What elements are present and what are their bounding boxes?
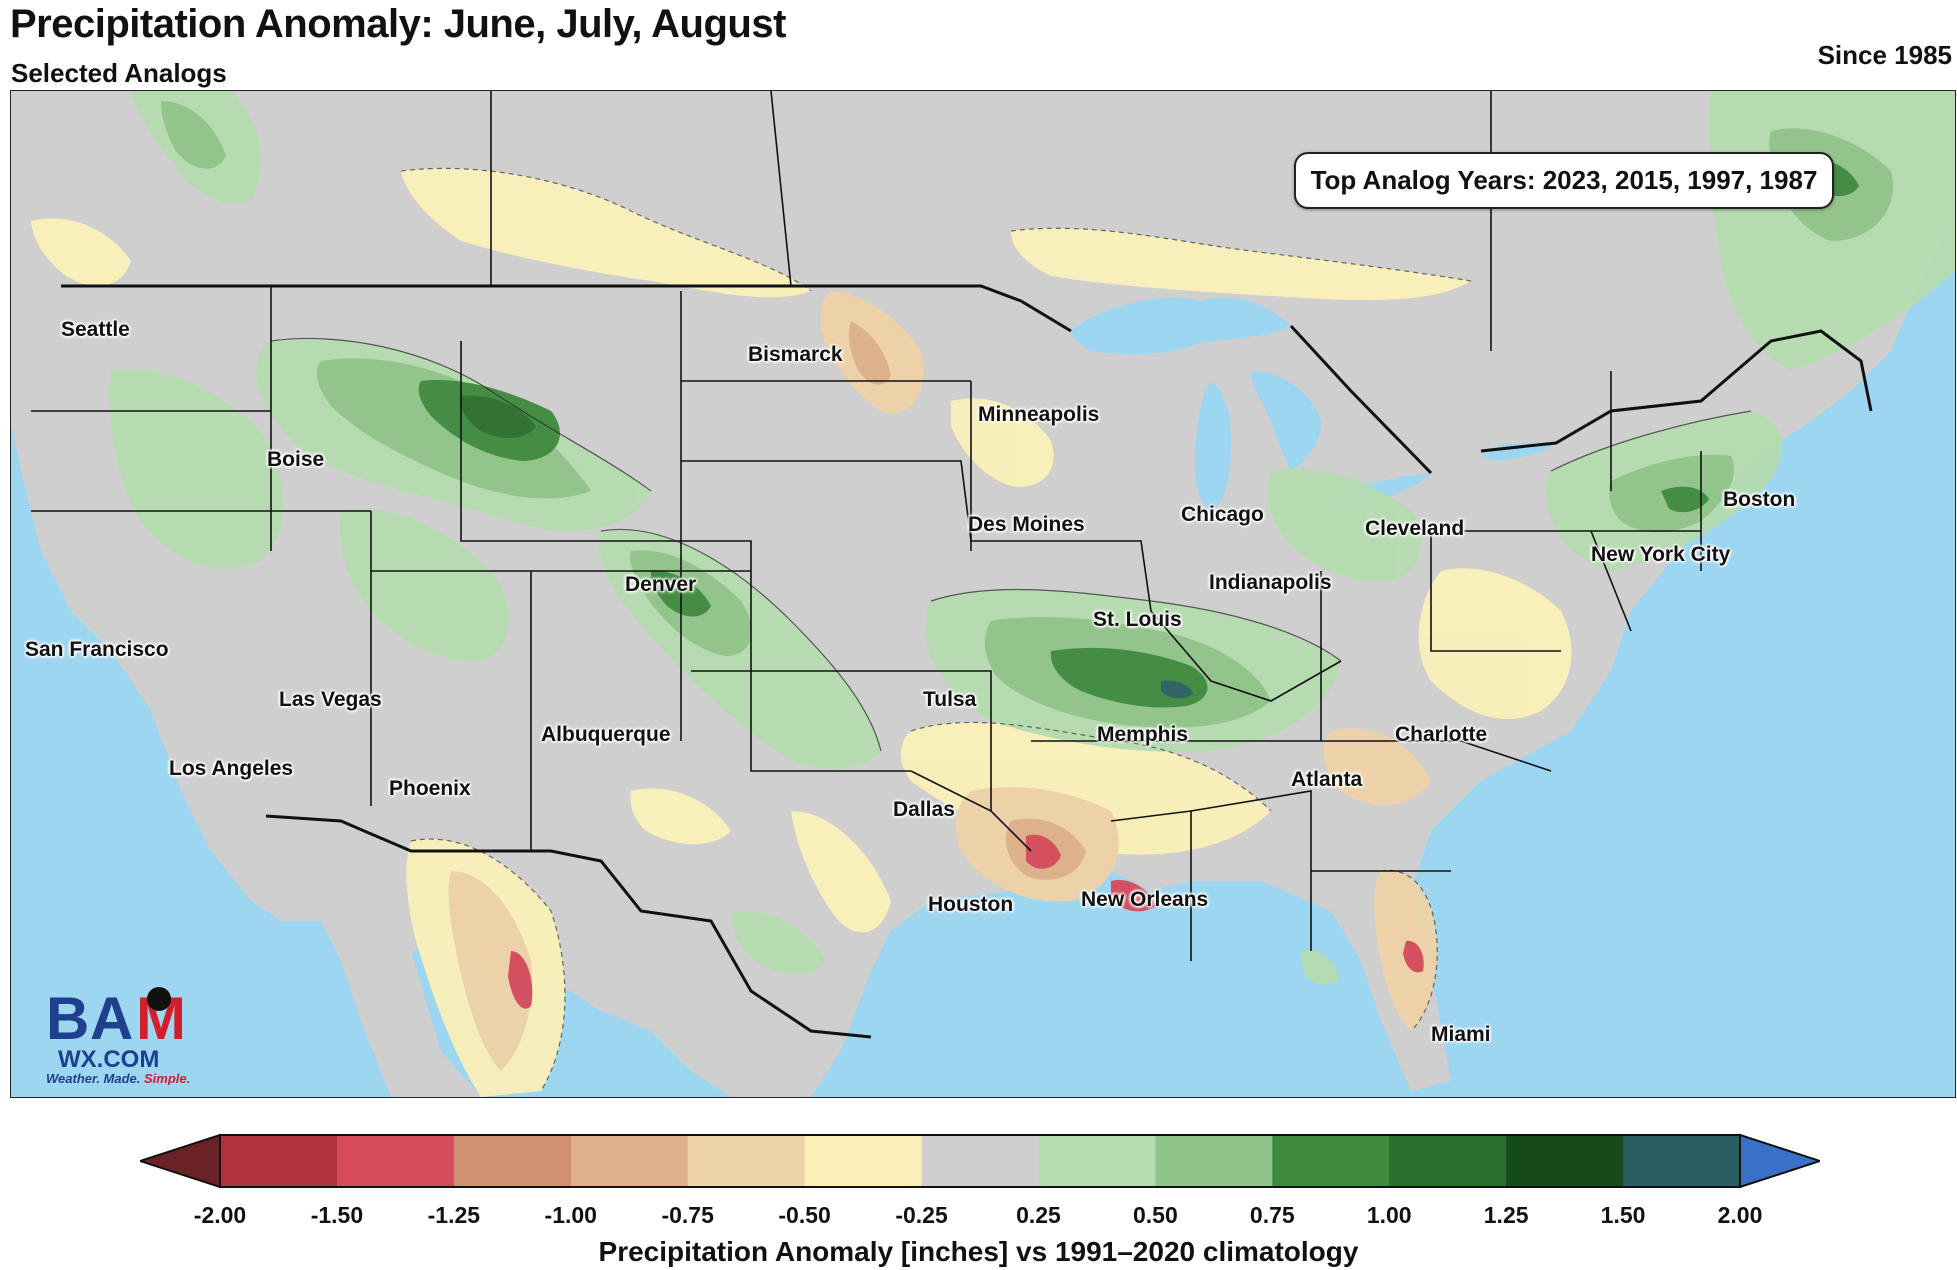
city-label-bismarck: Bismarck xyxy=(748,343,843,366)
political-borders xyxy=(31,91,1873,1039)
logo-tagline: Weather. Made. Simple. xyxy=(46,1071,190,1085)
map-title: Precipitation Anomaly: June, July, Augus… xyxy=(10,2,786,46)
city-label-st-louis: St. Louis xyxy=(1093,608,1182,631)
colorbar-segment xyxy=(453,1135,572,1187)
colorbar xyxy=(140,1133,1820,1189)
city-label-chicago: Chicago xyxy=(1181,503,1264,526)
city-label-phoenix: Phoenix xyxy=(389,777,471,800)
logo-domain: WX.COM xyxy=(58,1046,159,1073)
colorbar-over-triangle xyxy=(1739,1133,1820,1189)
colorbar-segment xyxy=(1506,1135,1624,1187)
colorbar-tick-label: -0.50 xyxy=(778,1202,831,1228)
colorbar-tick-label: -0.75 xyxy=(661,1202,714,1228)
colorbar-under-triangle xyxy=(140,1133,221,1189)
colorbar-tick-label: -1.00 xyxy=(544,1202,597,1228)
solid-contours xyxy=(270,337,1752,752)
colorbar-segment xyxy=(1272,1135,1390,1187)
city-label-boise: Boise xyxy=(267,448,325,471)
city-label-minneapolis: Minneapolis xyxy=(978,403,1100,426)
lake-ontario xyxy=(1481,442,1556,461)
city-label-memphis: Memphis xyxy=(1097,723,1189,746)
logo-b: B xyxy=(46,985,89,1052)
colorbar-tick-label: 0.50 xyxy=(1132,1202,1178,1228)
colorbar-segment xyxy=(687,1135,806,1187)
city-label-new-orleans: New Orleans xyxy=(1081,888,1209,911)
colorbar-tick-label: -1.25 xyxy=(427,1202,481,1228)
city-label-seattle: Seattle xyxy=(61,318,130,341)
precipitation-map: Top Analog Years: 2023, 2015, 1997, 1987… xyxy=(10,90,1956,1098)
colorbar-tick-label: 0.75 xyxy=(1249,1202,1295,1228)
colorbar-tick-label: 1.00 xyxy=(1366,1202,1412,1228)
colorbar-label: Precipitation Anomaly [inches] vs 1991–2… xyxy=(598,1236,1359,1267)
colorbar-segment xyxy=(1389,1135,1507,1187)
city-label-des-moines: Des Moines xyxy=(968,513,1085,536)
city-label-tulsa: Tulsa xyxy=(923,688,977,711)
city-label-indianapolis: Indianapolis xyxy=(1209,571,1332,594)
city-label-albuquerque: Albuquerque xyxy=(541,723,671,746)
lake-michigan xyxy=(1194,381,1232,511)
colorbar-segment xyxy=(1623,1135,1741,1187)
colorbar-tick-label: 1.25 xyxy=(1483,1202,1529,1228)
colorbar-tick-label: 1.50 xyxy=(1600,1202,1646,1228)
colorbar-segment xyxy=(804,1135,923,1187)
city-label-los-angeles: Los Angeles xyxy=(169,757,294,780)
lake-huron xyxy=(1251,371,1322,471)
colorbar-segment xyxy=(1155,1135,1273,1187)
bamwx-logo-graphic: B A M WX.COM Weather. Made. Simple. xyxy=(46,985,190,1086)
lake-superior xyxy=(1071,297,1291,355)
city-label-boston: Boston xyxy=(1723,488,1796,511)
colorbar-segment xyxy=(570,1135,689,1187)
colorbar-segment xyxy=(1038,1135,1156,1187)
contour-lines xyxy=(400,167,1472,1092)
colorbar-tick-label: -0.25 xyxy=(895,1202,948,1228)
city-label-dallas: Dallas xyxy=(893,798,955,821)
colorbar-tick-label: 0.25 xyxy=(1016,1202,1061,1228)
city-label-charlotte: Charlotte xyxy=(1395,723,1488,746)
city-label-las-vegas: Las Vegas xyxy=(279,688,382,711)
bamwx-logo: B A M WX.COM Weather. Made. Simple. xyxy=(46,985,236,1086)
map-subtitle: Selected Analogs xyxy=(11,58,227,88)
city-label-san-francisco: San Francisco xyxy=(25,638,169,661)
city-label-miami: Miami xyxy=(1431,1023,1491,1046)
city-label-houston: Houston xyxy=(928,893,1014,916)
dry-anomaly-regions xyxy=(31,168,1572,1097)
colorbar-tick-label: -2.00 xyxy=(193,1202,247,1228)
logo-globe xyxy=(147,987,171,1011)
city-label-atlanta: Atlanta xyxy=(1291,768,1363,791)
since-label: Since 1985 xyxy=(1817,40,1952,70)
colorbar-tick-label: -1.50 xyxy=(310,1202,364,1228)
city-label-new-york-city: New York City xyxy=(1591,543,1731,566)
city-label-denver: Denver xyxy=(625,573,697,596)
map-canvas xyxy=(11,91,1955,1097)
logo-a: A xyxy=(90,985,133,1052)
colorbar-segments xyxy=(140,1133,1820,1189)
top-analog-years-box: Top Analog Years: 2023, 2015, 1997, 1987 xyxy=(1294,152,1834,209)
colorbar-segment xyxy=(921,1135,1039,1187)
colorbar-frame xyxy=(219,1134,1741,1188)
colorbar-segment xyxy=(220,1135,338,1187)
city-label-cleveland: Cleveland xyxy=(1365,517,1465,540)
colorbar-segment xyxy=(336,1135,455,1187)
colorbar-tick-label: 2.00 xyxy=(1717,1202,1763,1228)
